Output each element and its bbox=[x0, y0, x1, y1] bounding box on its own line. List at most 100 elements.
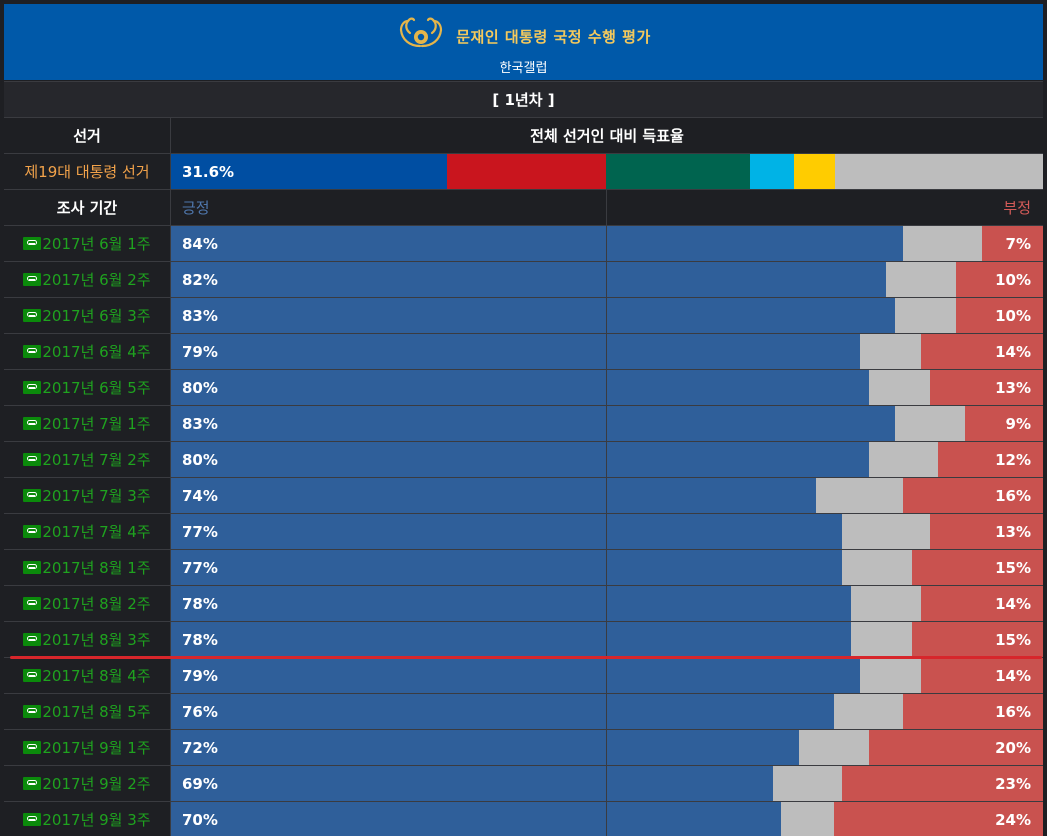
positive-bar bbox=[171, 766, 773, 801]
stacked-bar bbox=[171, 262, 1043, 297]
election-name: 제19대 대통령 선거 bbox=[4, 154, 171, 189]
poll-period-label: 2017년 6월 2주 bbox=[42, 269, 150, 290]
poll-period-label: 2017년 8월 1주 bbox=[42, 557, 150, 578]
chart-header: 문재인 대통령 국정 수행 평가 한국갤럽 bbox=[4, 4, 1043, 80]
neutral-bar bbox=[799, 730, 869, 765]
neutral-bar bbox=[895, 298, 956, 333]
neutral-bar bbox=[895, 406, 965, 441]
poll-period-link[interactable]: 2017년 8월 3주 bbox=[4, 622, 171, 657]
link-icon bbox=[23, 741, 41, 754]
midline bbox=[606, 406, 607, 441]
positive-bar bbox=[171, 370, 869, 405]
positive-value-label: 74% bbox=[182, 478, 218, 513]
positive-value-label: 77% bbox=[182, 514, 218, 549]
negative-value-label: 16% bbox=[995, 694, 1031, 729]
positive-bar bbox=[171, 442, 869, 477]
link-icon bbox=[23, 345, 41, 358]
link-icon bbox=[23, 669, 41, 682]
vote-share-column-header: 전체 선거인 대비 득표율 bbox=[171, 118, 1043, 153]
positive-bar bbox=[171, 226, 903, 261]
poll-period-link[interactable]: 2017년 6월 2주 bbox=[4, 262, 171, 297]
stacked-bar bbox=[171, 442, 1043, 477]
midline bbox=[606, 190, 607, 225]
poll-period-link[interactable]: 2017년 7월 3주 bbox=[4, 478, 171, 513]
negative-value-label: 14% bbox=[995, 586, 1031, 621]
midline bbox=[606, 550, 607, 585]
neutral-bar bbox=[860, 658, 921, 693]
poll-period-link[interactable]: 2017년 9월 3주 bbox=[4, 802, 171, 836]
negative-value-label: 13% bbox=[995, 514, 1031, 549]
stacked-bar bbox=[171, 406, 1043, 441]
stacked-bar bbox=[171, 370, 1043, 405]
poll-period-label: 2017년 9월 3주 bbox=[42, 809, 150, 830]
poll-period-link[interactable]: 2017년 9월 1주 bbox=[4, 730, 171, 765]
link-icon bbox=[23, 633, 41, 646]
midline bbox=[606, 226, 607, 261]
negative-bar bbox=[965, 406, 1043, 441]
positive-value-label: 79% bbox=[182, 658, 218, 693]
poll-period-link[interactable]: 2017년 7월 2주 bbox=[4, 442, 171, 477]
poll-period-link[interactable]: 2017년 6월 4주 bbox=[4, 334, 171, 369]
poll-period-link[interactable]: 2017년 8월 4주 bbox=[4, 658, 171, 693]
period-column-header: 조사 기간 bbox=[4, 190, 171, 225]
neutral-bar bbox=[851, 586, 921, 621]
stacked-bar bbox=[171, 694, 1043, 729]
positive-value-label: 80% bbox=[182, 442, 218, 477]
midline bbox=[606, 802, 607, 836]
poll-period-label: 2017년 9월 1주 bbox=[42, 737, 150, 758]
poll-period-link[interactable]: 2017년 8월 5주 bbox=[4, 694, 171, 729]
poll-row: 2017년 8월 1주 77% 15% bbox=[4, 549, 1043, 585]
negative-value-label: 14% bbox=[995, 658, 1031, 693]
link-icon bbox=[23, 813, 41, 826]
poll-period-link[interactable]: 2017년 6월 3주 bbox=[4, 298, 171, 333]
positive-value-label: 69% bbox=[182, 766, 218, 801]
neutral-bar bbox=[851, 622, 912, 657]
link-icon bbox=[23, 453, 41, 466]
midline bbox=[606, 694, 607, 729]
neutral-bar bbox=[781, 802, 833, 836]
positive-bar bbox=[171, 334, 860, 369]
positive-value-label: 78% bbox=[182, 586, 218, 621]
poll-period-link[interactable]: 2017년 7월 1주 bbox=[4, 406, 171, 441]
neutral-bar bbox=[816, 478, 903, 513]
poll-period-link[interactable]: 2017년 8월 1주 bbox=[4, 550, 171, 585]
positive-bar bbox=[171, 694, 834, 729]
chart-subtitle: 한국갤럽 bbox=[4, 57, 1043, 76]
stacked-bar bbox=[171, 802, 1043, 836]
link-icon bbox=[23, 489, 41, 502]
poll-row: 2017년 7월 4주 77% 13% bbox=[4, 513, 1043, 549]
positive-value-label: 83% bbox=[182, 298, 218, 333]
stacked-bar bbox=[171, 730, 1043, 765]
year-header: [ 1년차 ] bbox=[4, 81, 1043, 117]
midline bbox=[606, 262, 607, 297]
negative-value-label: 10% bbox=[995, 298, 1031, 333]
election-segment bbox=[794, 154, 835, 189]
positive-value-label: 77% bbox=[182, 550, 218, 585]
link-icon bbox=[23, 561, 41, 574]
poll-row: 2017년 8월 2주 78% 14% bbox=[4, 585, 1043, 621]
poll-period-link[interactable]: 2017년 6월 5주 bbox=[4, 370, 171, 405]
positive-bar bbox=[171, 586, 851, 621]
column-header-row: 선거 전체 선거인 대비 득표율 bbox=[4, 117, 1043, 153]
poll-row: 2017년 6월 2주 82% 10% bbox=[4, 261, 1043, 297]
neutral-bar bbox=[860, 334, 921, 369]
positive-bar bbox=[171, 658, 860, 693]
positive-value-label: 78% bbox=[182, 622, 218, 657]
link-icon bbox=[23, 381, 41, 394]
poll-period-link[interactable]: 2017년 8월 2주 bbox=[4, 586, 171, 621]
poll-period-link[interactable]: 2017년 6월 1주 bbox=[4, 226, 171, 261]
stacked-bar bbox=[171, 766, 1043, 801]
poll-period-label: 2017년 6월 5주 bbox=[42, 377, 150, 398]
poll-row: 2017년 6월 1주 84% 7% bbox=[4, 225, 1043, 261]
stacked-bar bbox=[171, 586, 1043, 621]
poll-period-link[interactable]: 2017년 9월 2주 bbox=[4, 766, 171, 801]
poll-period-link[interactable]: 2017년 7월 4주 bbox=[4, 514, 171, 549]
poll-period-label: 2017년 8월 4주 bbox=[42, 665, 150, 686]
poll-period-label: 2017년 7월 1주 bbox=[42, 413, 150, 434]
negative-value-label: 23% bbox=[995, 766, 1031, 801]
midline bbox=[606, 586, 607, 621]
poll-period-label: 2017년 6월 1주 bbox=[42, 233, 150, 254]
neutral-bar bbox=[886, 262, 956, 297]
positive-bar bbox=[171, 622, 851, 657]
midline bbox=[606, 730, 607, 765]
